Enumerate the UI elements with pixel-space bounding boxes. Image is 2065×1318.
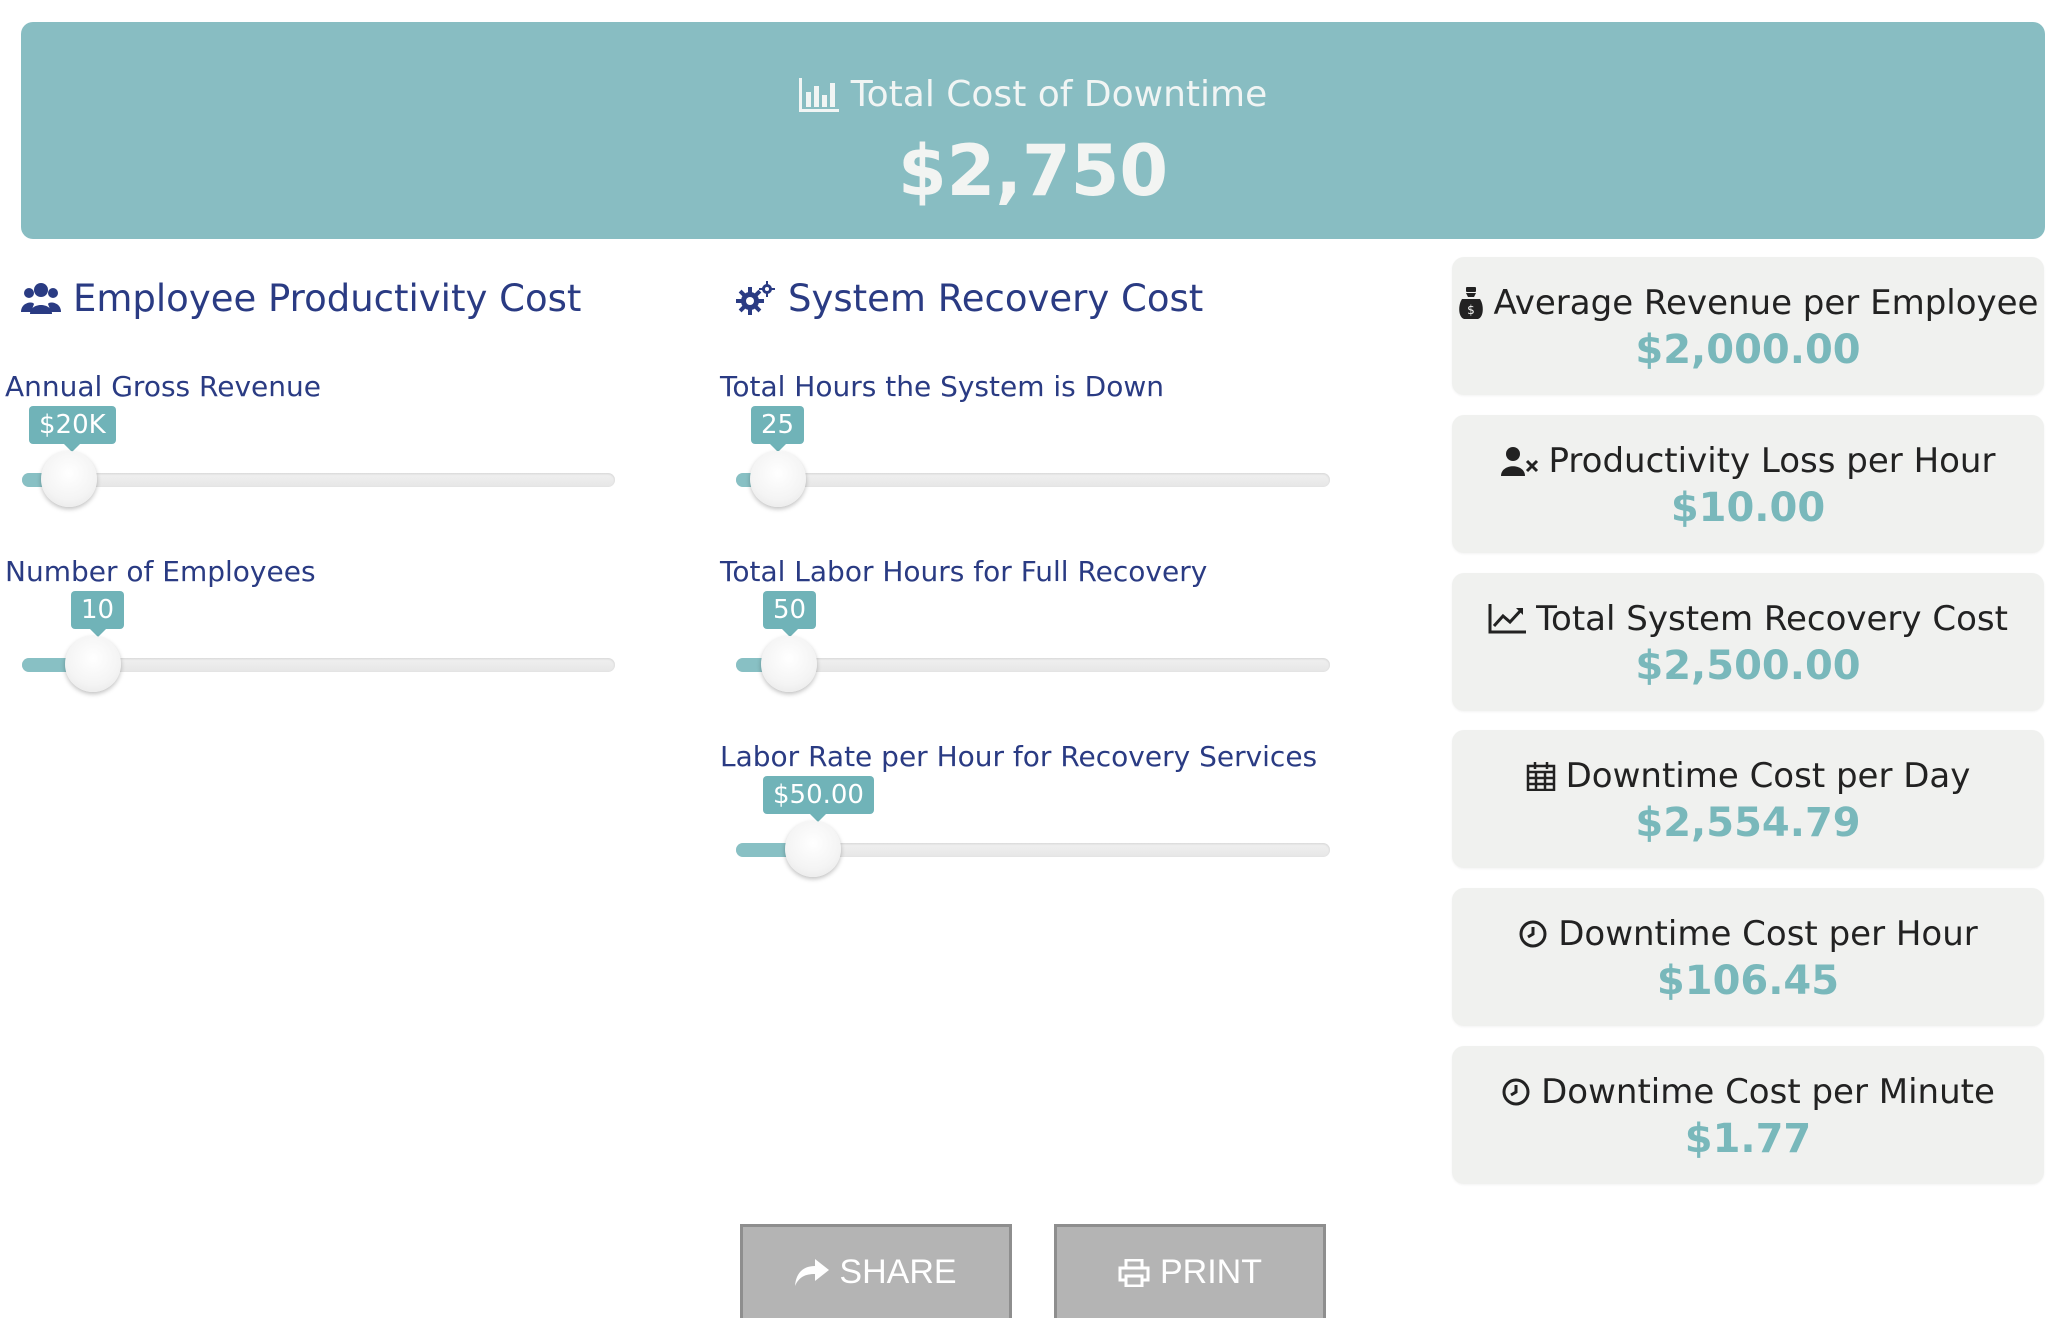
cost-per-day-card-label-row: Downtime Cost per Day — [1452, 756, 2044, 796]
cost-per-minute-card-label-row: Downtime Cost per Minute — [1452, 1072, 2044, 1112]
total-cost-value: $2,750 — [897, 130, 1169, 212]
cost-per-day-label: Downtime Cost per Day — [1565, 756, 1971, 796]
slider-handle[interactable] — [65, 636, 122, 692]
users-icon — [21, 282, 61, 316]
total-cost-banner: Total Cost of Downtime $2,750 — [21, 22, 2045, 239]
number-of-employees-label: Number of Employees — [5, 555, 316, 588]
print-button-label: PRINT — [1160, 1253, 1262, 1291]
slider-handle[interactable] — [761, 636, 818, 692]
labor-rate-value-bubble: $50.00 — [763, 776, 874, 822]
slider-handle[interactable] — [785, 821, 842, 877]
hours-down-value-bubble: 25 — [751, 406, 805, 452]
labor-hours-label: Total Labor Hours for Full Recovery — [720, 555, 1208, 588]
avg-revenue-card: $ Average Revenue per Employee $2,000.00 — [1452, 257, 2044, 395]
share-button[interactable]: SHARE — [740, 1224, 1012, 1318]
hours-down-slider[interactable] — [736, 451, 1330, 507]
slider-handle[interactable] — [41, 451, 98, 507]
cost-per-hour-value: $106.45 — [1656, 958, 1840, 1004]
clock-icon — [1501, 1077, 1531, 1107]
recovery-cost-value: $2,500.00 — [1635, 643, 1861, 689]
cost-per-hour-label: Downtime Cost per Hour — [1558, 914, 1978, 954]
employee-section-label: Employee Productivity Cost — [73, 277, 582, 320]
productivity-loss-card: Productivity Loss per Hour $10.00 — [1452, 415, 2044, 553]
avg-revenue-value: $2,000.00 — [1635, 327, 1861, 373]
recovery-cost-card-label-row: Total System Recovery Cost — [1452, 599, 2044, 639]
labor-hours-value-bubble: 50 — [763, 591, 817, 637]
cost-per-hour-card-label-row: Downtime Cost per Hour — [1452, 914, 2044, 954]
banner-title-row: Total Cost of Downtime — [21, 74, 2045, 115]
print-icon — [1118, 1258, 1150, 1287]
annual-gross-revenue-slider[interactable] — [22, 451, 615, 507]
line-chart-icon — [1488, 604, 1527, 634]
annual-gross-revenue-label: Annual Gross Revenue — [5, 370, 321, 403]
cogs-icon — [736, 280, 776, 317]
recovery-section-title: System Recovery Cost — [736, 277, 1203, 320]
employee-section-title: Employee Productivity Cost — [21, 277, 581, 320]
cost-per-minute-label: Downtime Cost per Minute — [1541, 1072, 1995, 1112]
number-of-employees-slider[interactable] — [22, 636, 615, 692]
productivity-loss-value: $10.00 — [1670, 485, 1826, 531]
labor-rate-slider[interactable] — [736, 821, 1330, 877]
svg-text:$: $ — [1467, 303, 1475, 317]
avg-revenue-card-label-row: $ Average Revenue per Employee — [1452, 283, 2044, 323]
banner-title: Total Cost of Downtime — [850, 74, 1268, 115]
recovery-section-label: System Recovery Cost — [788, 277, 1204, 320]
calendar-icon — [1526, 761, 1556, 791]
recovery-cost-label: Total System Recovery Cost — [1536, 599, 2008, 639]
money-bag-icon: $ — [1458, 287, 1484, 319]
productivity-loss-card-label-row: Productivity Loss per Hour — [1452, 441, 2044, 481]
number-of-employees-value-bubble: 10 — [71, 591, 125, 637]
cost-per-minute-value: $1.77 — [1684, 1116, 1812, 1162]
cost-per-hour-card: Downtime Cost per Hour $106.45 — [1452, 888, 2044, 1026]
share-icon — [795, 1258, 830, 1287]
print-button[interactable]: PRINT — [1054, 1224, 1326, 1318]
cost-per-day-value: $2,554.79 — [1635, 800, 1861, 846]
annual-gross-revenue-value-bubble: $20K — [29, 406, 116, 452]
labor-hours-slider[interactable] — [736, 636, 1330, 692]
slider-handle[interactable] — [749, 451, 806, 507]
productivity-loss-label: Productivity Loss per Hour — [1548, 441, 1996, 481]
avg-revenue-label: Average Revenue per Employee — [1493, 283, 2039, 323]
cost-per-minute-card: Downtime Cost per Minute $1.77 — [1452, 1046, 2044, 1184]
cost-per-day-card: Downtime Cost per Day $2,554.79 — [1452, 730, 2044, 868]
user-times-icon — [1500, 446, 1539, 476]
clock-icon — [1518, 919, 1548, 949]
bar-chart-icon — [798, 77, 839, 112]
share-button-label: SHARE — [839, 1253, 957, 1291]
recovery-cost-card: Total System Recovery Cost $2,500.00 — [1452, 573, 2044, 711]
labor-rate-label: Labor Rate per Hour for Recovery Service… — [720, 740, 1318, 773]
hours-down-label: Total Hours the System is Down — [720, 370, 1164, 403]
